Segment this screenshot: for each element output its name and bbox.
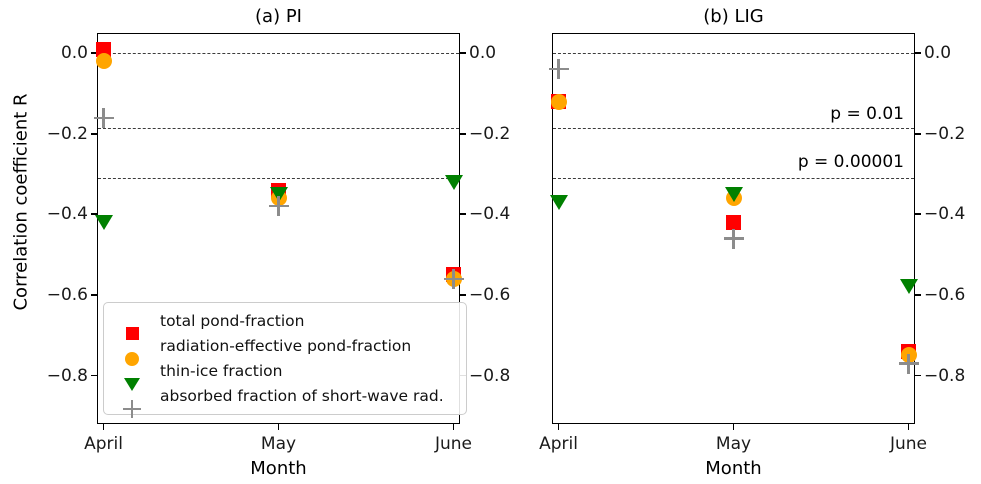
x-axis-label: Month [250, 458, 307, 479]
y-tick-mark [91, 374, 97, 377]
x-tick-mark [452, 424, 455, 430]
marker-triangle-down [899, 279, 918, 295]
marker-plus [93, 107, 114, 128]
marker-plus [443, 268, 464, 289]
x-tick-mark [557, 424, 560, 430]
marker-triangle-down [444, 174, 463, 190]
y-tick-mark [91, 294, 97, 296]
significance-dashed-line [553, 52, 914, 54]
legend-label: absorbed fraction of short-wave rad. [160, 387, 444, 406]
legend-item: absorbed fraction of short-wave rad. [104, 384, 466, 419]
y-tick-mark [915, 374, 921, 377]
marker-square [125, 327, 139, 341]
plus-bar [102, 107, 105, 128]
x-tick-mark [907, 424, 910, 430]
y-tick-label: −0.4 [46, 204, 88, 225]
plus-bar [277, 196, 280, 217]
plus-bar [557, 59, 560, 80]
significance-dashed-line [553, 127, 914, 129]
plus-bar [907, 353, 910, 374]
legend-item: total pond-fraction [104, 308, 466, 341]
y-tick-label: −0.6 [469, 285, 511, 305]
marker-plus [268, 196, 289, 217]
legend-item: thin-ice fraction [104, 359, 466, 391]
y-tick-label: −0.2 [924, 123, 966, 144]
x-tick-mark [732, 424, 735, 430]
marker-circle [125, 351, 139, 366]
marker-square [726, 214, 741, 230]
marker-plus [723, 228, 744, 249]
y-tick-label: −0.4 [924, 204, 966, 225]
panel-title: (a) PI [255, 6, 302, 27]
y-tick-mark [460, 294, 466, 296]
marker-triangle-down [549, 194, 568, 210]
y-tick-label: −0.6 [46, 285, 88, 305]
marker-circle [550, 93, 567, 110]
annotation-p-value: p = 0.00001 [797, 152, 904, 172]
y-tick-mark [460, 52, 466, 54]
y-tick-label: −0.2 [46, 123, 88, 144]
y-tick-mark [915, 294, 921, 296]
y-tick-label: −0.6 [924, 285, 966, 305]
x-tick-label: May [260, 434, 297, 454]
significance-dashed-line [553, 177, 914, 179]
y-tick-label: 0.0 [60, 43, 88, 64]
marker-triangle-down [94, 214, 113, 230]
marker-triangle-down [269, 186, 288, 202]
y-tick-label: −0.4 [469, 204, 511, 225]
y-tick-label: −0.2 [469, 123, 511, 144]
legend-label: radiation-effective pond-fraction [160, 336, 412, 355]
marker-plus [898, 353, 919, 374]
legend: total pond-fraction radiation-effective p… [103, 302, 467, 419]
y-tick-label: −0.8 [46, 365, 88, 386]
plus-bar [732, 228, 735, 249]
panel-title: (b) LIG [703, 6, 764, 27]
marker-square [96, 41, 111, 57]
marker-plus [548, 59, 569, 80]
y-tick-mark [91, 213, 97, 216]
y-tick-mark [460, 213, 466, 216]
plus-bar [452, 268, 455, 289]
marker-triangle-down [724, 186, 743, 202]
y-tick-label: 0.0 [469, 43, 497, 64]
significance-dashed-line [98, 177, 459, 179]
x-tick-label: April [539, 434, 578, 454]
y-tick-mark [915, 132, 921, 135]
y-tick-label: 0.0 [924, 43, 952, 64]
y-tick-mark [915, 213, 921, 216]
y-tick-mark [460, 132, 466, 135]
y-tick-mark [91, 52, 97, 54]
y-tick-mark [91, 132, 97, 135]
marker-plus [123, 400, 141, 419]
legend-label: total pond-fraction [160, 311, 305, 330]
y-tick-label: −0.8 [469, 365, 511, 386]
legend-label: thin-ice fraction [160, 362, 283, 381]
legend-item: radiation-effective pond-fraction [104, 333, 466, 366]
y-tick-label: −0.8 [924, 365, 966, 386]
x-tick-mark [102, 424, 105, 430]
x-tick-label: April [84, 434, 123, 454]
x-tick-label: May [715, 434, 752, 454]
significance-dashed-line [98, 127, 459, 129]
x-tick-label: June [434, 434, 473, 454]
x-axis-label: Month [705, 458, 762, 479]
annotation-p-value: p = 0.01 [830, 103, 904, 124]
significance-dashed-line [98, 52, 459, 54]
y-tick-mark [915, 52, 921, 54]
marker-circle [95, 53, 112, 70]
x-tick-mark [277, 424, 280, 430]
plus-bar [130, 400, 134, 419]
marker-triangle-down [124, 377, 140, 391]
x-tick-label: June [889, 434, 928, 454]
